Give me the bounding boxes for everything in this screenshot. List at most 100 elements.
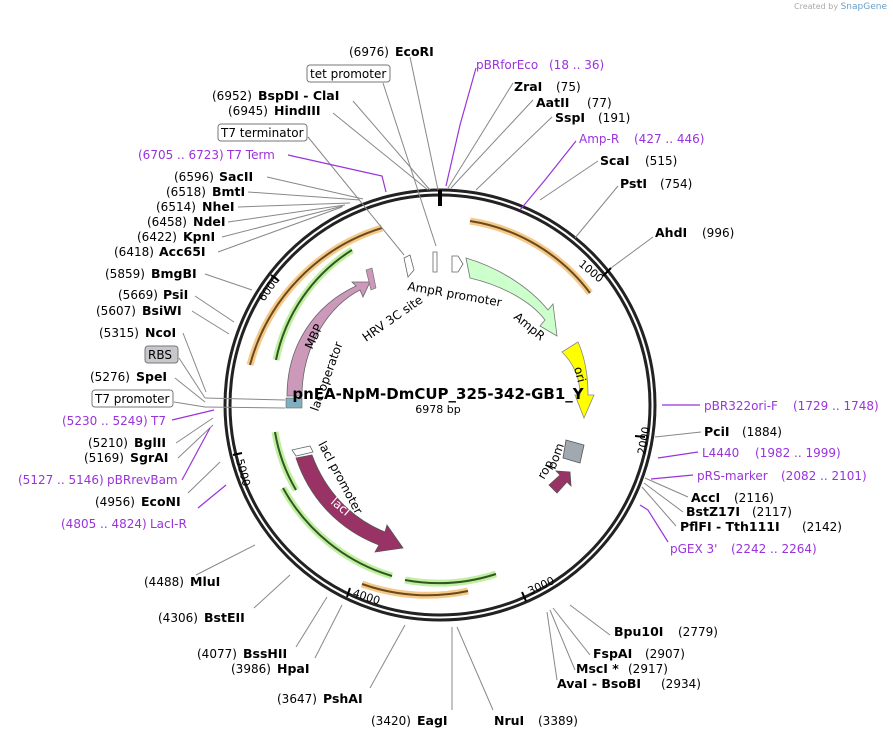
primer-l4440[interactable]: L4440 (1982 .. 1999) [702, 446, 841, 460]
enzyme-labels: (6976) EcoRI (6952) BspDI - ClaI (6945) Hin… [84, 44, 842, 728]
svg-text:SacII: SacII [219, 169, 253, 184]
svg-text:T7 Term: T7 Term [226, 148, 275, 162]
svg-text:Bpu10I: Bpu10I [614, 624, 663, 639]
svg-text:LacI-R: LacI-R [150, 517, 187, 531]
svg-text:SspI: SspI [555, 110, 585, 125]
label-t7-promoter[interactable]: T7 promoter [91, 389, 174, 408]
svg-text:NruI: NruI [494, 713, 524, 728]
svg-text:(1729 .. 1748): (1729 .. 1748) [793, 399, 879, 413]
primer-pbrrevbam[interactable]: (5127 .. 5146) pBRrevBam [18, 473, 178, 487]
primer-pbrforeco[interactable]: pBRforEco (18 .. 36) [476, 58, 604, 72]
svg-text:BssHII: BssHII [243, 646, 287, 661]
primer-pgex-3[interactable]: pGEX 3' (2242 .. 2264) [670, 542, 817, 556]
enzyme-nrui[interactable]: NruI (3389) [494, 713, 578, 728]
svg-text:SpeI: SpeI [136, 369, 167, 384]
svg-text:BmgBI: BmgBI [151, 266, 197, 281]
label-rbs[interactable]: RBS [144, 345, 179, 364]
primer-t7-term[interactable]: (6705 .. 6723) T7 Term [138, 148, 275, 162]
svg-text:(6518): (6518) [166, 185, 206, 199]
svg-text:(5859): (5859) [105, 267, 145, 281]
enzyme-pflfi-tth111i[interactable]: PflFI - Tth111I (2142) [680, 519, 842, 534]
enzyme-ndei[interactable]: (6458) NdeI [147, 214, 226, 229]
enzyme-bpu10i[interactable]: Bpu10I (2779) [614, 624, 718, 639]
svg-text:AccI: AccI [691, 490, 720, 505]
enzyme-acci[interactable]: AccI (2116) [691, 490, 774, 505]
svg-text:EcoNI: EcoNI [141, 494, 181, 509]
svg-text:tet promoter: tet promoter [310, 67, 386, 81]
svg-text:(6596): (6596) [174, 170, 214, 184]
enzyme-scai[interactable]: ScaI (515) [600, 153, 677, 168]
enzyme-bglii[interactable]: (5210) BglII [88, 435, 166, 450]
enzyme-bstz17i[interactable]: BstZ17I (2117) [686, 504, 792, 519]
enzyme-pcii[interactable]: PciI (1884) [704, 424, 782, 439]
enzyme-msci[interactable]: MscI * (2917) [576, 661, 668, 676]
enzyme-sacii[interactable]: (6596) SacII [174, 169, 253, 184]
svg-text:FspAI: FspAI [593, 646, 632, 661]
feature-mbp[interactable]: MBP [286, 281, 371, 397]
enzyme-bsshii[interactable]: (4077) BssHII [197, 646, 287, 661]
svg-text:PsiI: PsiI [163, 287, 188, 302]
enzyme-nhei[interactable]: (6514) NheI [156, 199, 235, 214]
primer-prs-marker[interactable]: pRS-marker (2082 .. 2101) [697, 469, 867, 483]
enzyme-fspai[interactable]: FspAI (2907) [593, 646, 685, 661]
feature-ori[interactable]: ori [561, 341, 595, 420]
enzyme-spei[interactable]: (5276) SpeI [90, 369, 167, 384]
label-tet-promoter[interactable]: tet promoter [306, 64, 391, 83]
enzyme-ecori[interactable]: (6976) EcoRI [349, 44, 434, 59]
svg-text:PflFI - Tth111I: PflFI - Tth111I [680, 519, 780, 534]
svg-text:(5210): (5210) [88, 436, 128, 450]
enzyme-zrai[interactable]: ZraI (75) [514, 79, 581, 94]
enzyme-hindiii[interactable]: (6945) HindIII [228, 103, 321, 118]
svg-text:(2117): (2117) [752, 505, 792, 519]
svg-text:pBRrevBam: pBRrevBam [107, 473, 178, 487]
enzyme-sspi[interactable]: SspI (191) [555, 110, 630, 125]
svg-text:Acc65I: Acc65I [159, 244, 206, 259]
enzyme-eagi[interactable]: (3420) EagI [371, 713, 448, 728]
enzyme-ahdi[interactable]: AhdI (996) [655, 225, 734, 240]
svg-text:pRS-marker: pRS-marker [697, 469, 768, 483]
svg-text:(2934): (2934) [661, 677, 701, 691]
svg-text:PstI: PstI [620, 176, 647, 191]
svg-text:MluI: MluI [190, 574, 220, 589]
svg-text:pBR322ori-F: pBR322ori-F [704, 399, 778, 413]
svg-text:BsiWI: BsiWI [142, 303, 182, 318]
svg-text:(3986): (3986) [231, 662, 271, 676]
svg-text:T7: T7 [150, 414, 166, 428]
primer-t7[interactable]: (5230 .. 5249) T7 [62, 414, 166, 428]
svg-text:(4306): (4306) [158, 611, 198, 625]
svg-text:(18 .. 36): (18 .. 36) [549, 58, 604, 72]
svg-text:ScaI: ScaI [600, 153, 630, 168]
enzyme-bmgbi[interactable]: (5859) BmgBI [105, 266, 197, 281]
primer-laci-r[interactable]: (4805 .. 4824) LacI-R [61, 517, 187, 531]
feature-rop[interactable]: rop [534, 457, 572, 494]
enzyme-bsteii[interactable]: (4306) BstEII [158, 610, 245, 625]
enzyme-avai-bsobi[interactable]: AvaI - BsoBI (2934) [557, 676, 701, 691]
enzyme-psti[interactable]: PstI (754) [620, 176, 692, 191]
enzyme-acc65i[interactable]: (6418) Acc65I [114, 244, 206, 259]
enzyme-kpni[interactable]: (6422) KpnI [137, 229, 215, 244]
svg-text:(2917): (2917) [628, 662, 668, 676]
enzyme-hpai[interactable]: (3986) HpaI [231, 661, 310, 676]
svg-text:(77): (77) [587, 96, 612, 110]
enzyme-bmti[interactable]: (6518) BmtI [166, 184, 245, 199]
enzyme-aatii[interactable]: AatII (77) [536, 95, 612, 110]
primer-amp-r[interactable]: Amp-R (427 .. 446) [579, 132, 704, 146]
enzyme-bsiwi[interactable]: (5607) BsiWI [96, 303, 182, 318]
enzyme-pshai[interactable]: (3647) PshAI [277, 691, 363, 706]
enzyme-psii[interactable]: (5669) PsiI [118, 287, 188, 302]
svg-text:(4488): (4488) [144, 575, 184, 589]
svg-text:BmtI: BmtI [212, 184, 245, 199]
enzyme-ncoi[interactable]: (5315) NcoI [99, 325, 176, 340]
enzyme-sgrai[interactable]: (5169) SgrAI [84, 450, 168, 465]
enzyme-bspdi-clai[interactable]: (6952) BspDI - ClaI [212, 88, 339, 103]
enzyme-econi[interactable]: (4956) EcoNI [95, 494, 181, 509]
primer-pbr322ori-f[interactable]: pBR322ori-F (1729 .. 1748) [704, 399, 879, 413]
boxed-labels: tet promoter T7 terminator RBS T7 promot… [91, 64, 391, 408]
enzyme-mlui[interactable]: (4488) MluI [144, 574, 220, 589]
svg-text:RBS: RBS [148, 348, 172, 362]
svg-text:BglII: BglII [134, 435, 166, 450]
label-t7-terminator[interactable]: T7 terminator [217, 123, 308, 142]
svg-text:EagI: EagI [417, 713, 448, 728]
svg-text:AatII: AatII [536, 95, 569, 110]
